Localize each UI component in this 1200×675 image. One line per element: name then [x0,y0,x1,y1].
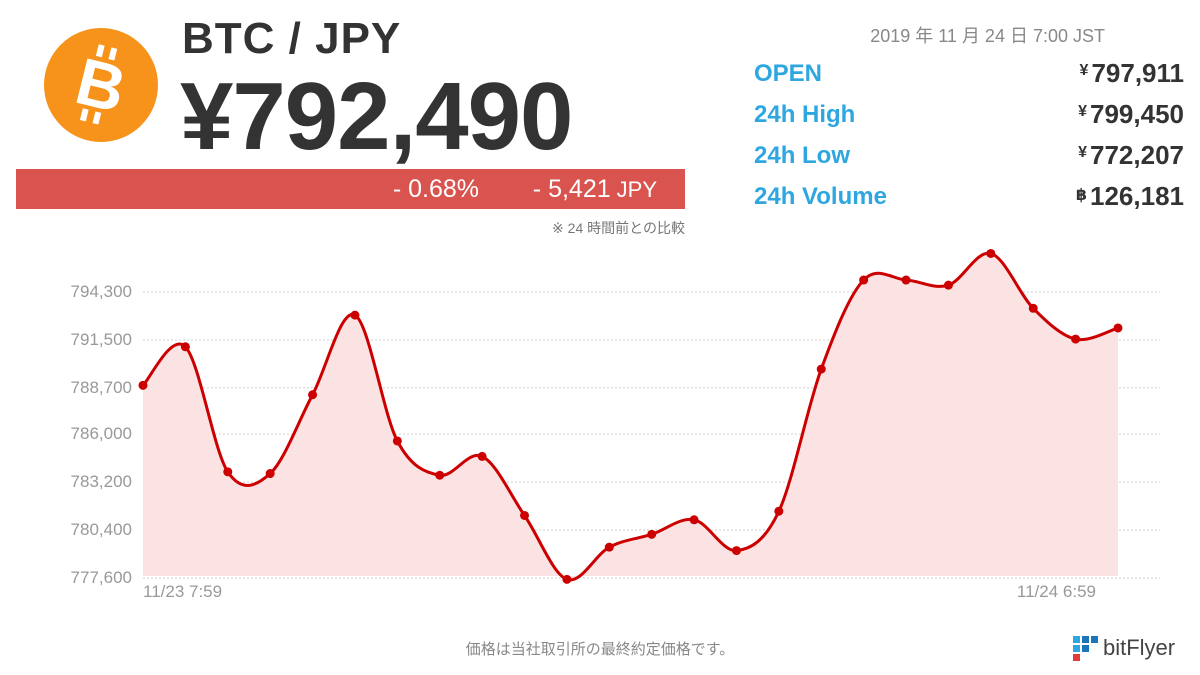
data-point [647,529,657,539]
stat-label-24h-volume: 24h Volume [754,183,887,210]
data-point [604,542,614,552]
data-point [986,248,996,258]
data-point [901,275,911,285]
data-point [562,574,572,584]
price-change-bar: - 0.68% - 5,421 JPY [16,169,685,209]
stat-number: 126,181 [1090,181,1184,211]
timestamp: 2019 年 11 月 24 日 7:00 JST [870,26,1105,46]
data-point [350,310,360,320]
current-price: ¥792,490 [180,63,573,170]
brand-name: bitFlyer [1103,635,1176,660]
bitcoin-logo-icon: B [44,28,158,142]
stat-number: 772,207 [1090,140,1184,170]
change-amount: - 5,421 [532,175,611,203]
stat-label-24h-high: 24h High [754,101,856,128]
data-point [180,342,190,352]
stat-value-24h-high: ¥799,450 [1078,99,1184,130]
data-point [1028,303,1038,313]
stat-label-24h-low: 24h Low [754,142,851,169]
change-amount-group: - 5,421 JPY [533,175,657,204]
data-point [477,451,487,461]
data-point [816,364,826,374]
price-chart: 794,300 791,500 788,700 786,000 783,200 780,4… [71,248,1160,601]
disclaimer: 価格は当社取引所の最終約定価格です。 [465,641,735,658]
y-tick-label: 786,000 [71,424,132,443]
y-tick-label: 780,400 [71,520,132,539]
data-point [689,515,699,525]
data-point [308,390,318,400]
x-tick-label: 11/24 6:59 [1017,582,1096,601]
stat-currency: ฿ [1075,187,1088,204]
data-point [1113,323,1123,333]
y-tick-label: 777,600 [71,568,132,587]
data-point [265,469,275,479]
stat-currency: ¥ [1078,144,1088,161]
stat-value-24h-volume: ฿ 126,181 [1076,181,1184,212]
stat-currency: ¥ [1079,62,1089,79]
data-point [859,275,869,285]
stat-label-open: OPEN [754,60,823,87]
bitflyer-logo-icon [1073,636,1098,661]
data-point [392,436,402,446]
data-point [223,467,233,477]
y-tick-label: 791,500 [71,330,132,349]
data-point [435,470,445,480]
change-unit: JPY [616,177,657,202]
y-tick-label: 794,300 [71,282,132,301]
change-percent: - 0.68% [392,175,479,203]
data-point [943,280,953,290]
stat-value-24h-low: ¥772,207 [1078,140,1184,171]
comparison-note: ※ 24 時間前との比較 [552,220,685,236]
x-tick-label: 11/23 7:59 [143,582,222,601]
area-fill [143,253,1118,580]
y-tick-label: 783,200 [71,472,132,491]
data-point [774,506,784,516]
stat-value-open: ¥797,911 [1080,58,1184,89]
data-point [520,510,530,520]
stat-number: 799,450 [1090,99,1184,129]
data-point [731,546,741,556]
data-point [138,380,148,390]
y-tick-label: 788,700 [71,378,132,397]
stat-currency: ¥ [1078,103,1088,120]
currency-pair: BTC / JPY [182,14,402,63]
stat-number: 797,911 [1091,58,1184,88]
data-point [1071,334,1081,344]
